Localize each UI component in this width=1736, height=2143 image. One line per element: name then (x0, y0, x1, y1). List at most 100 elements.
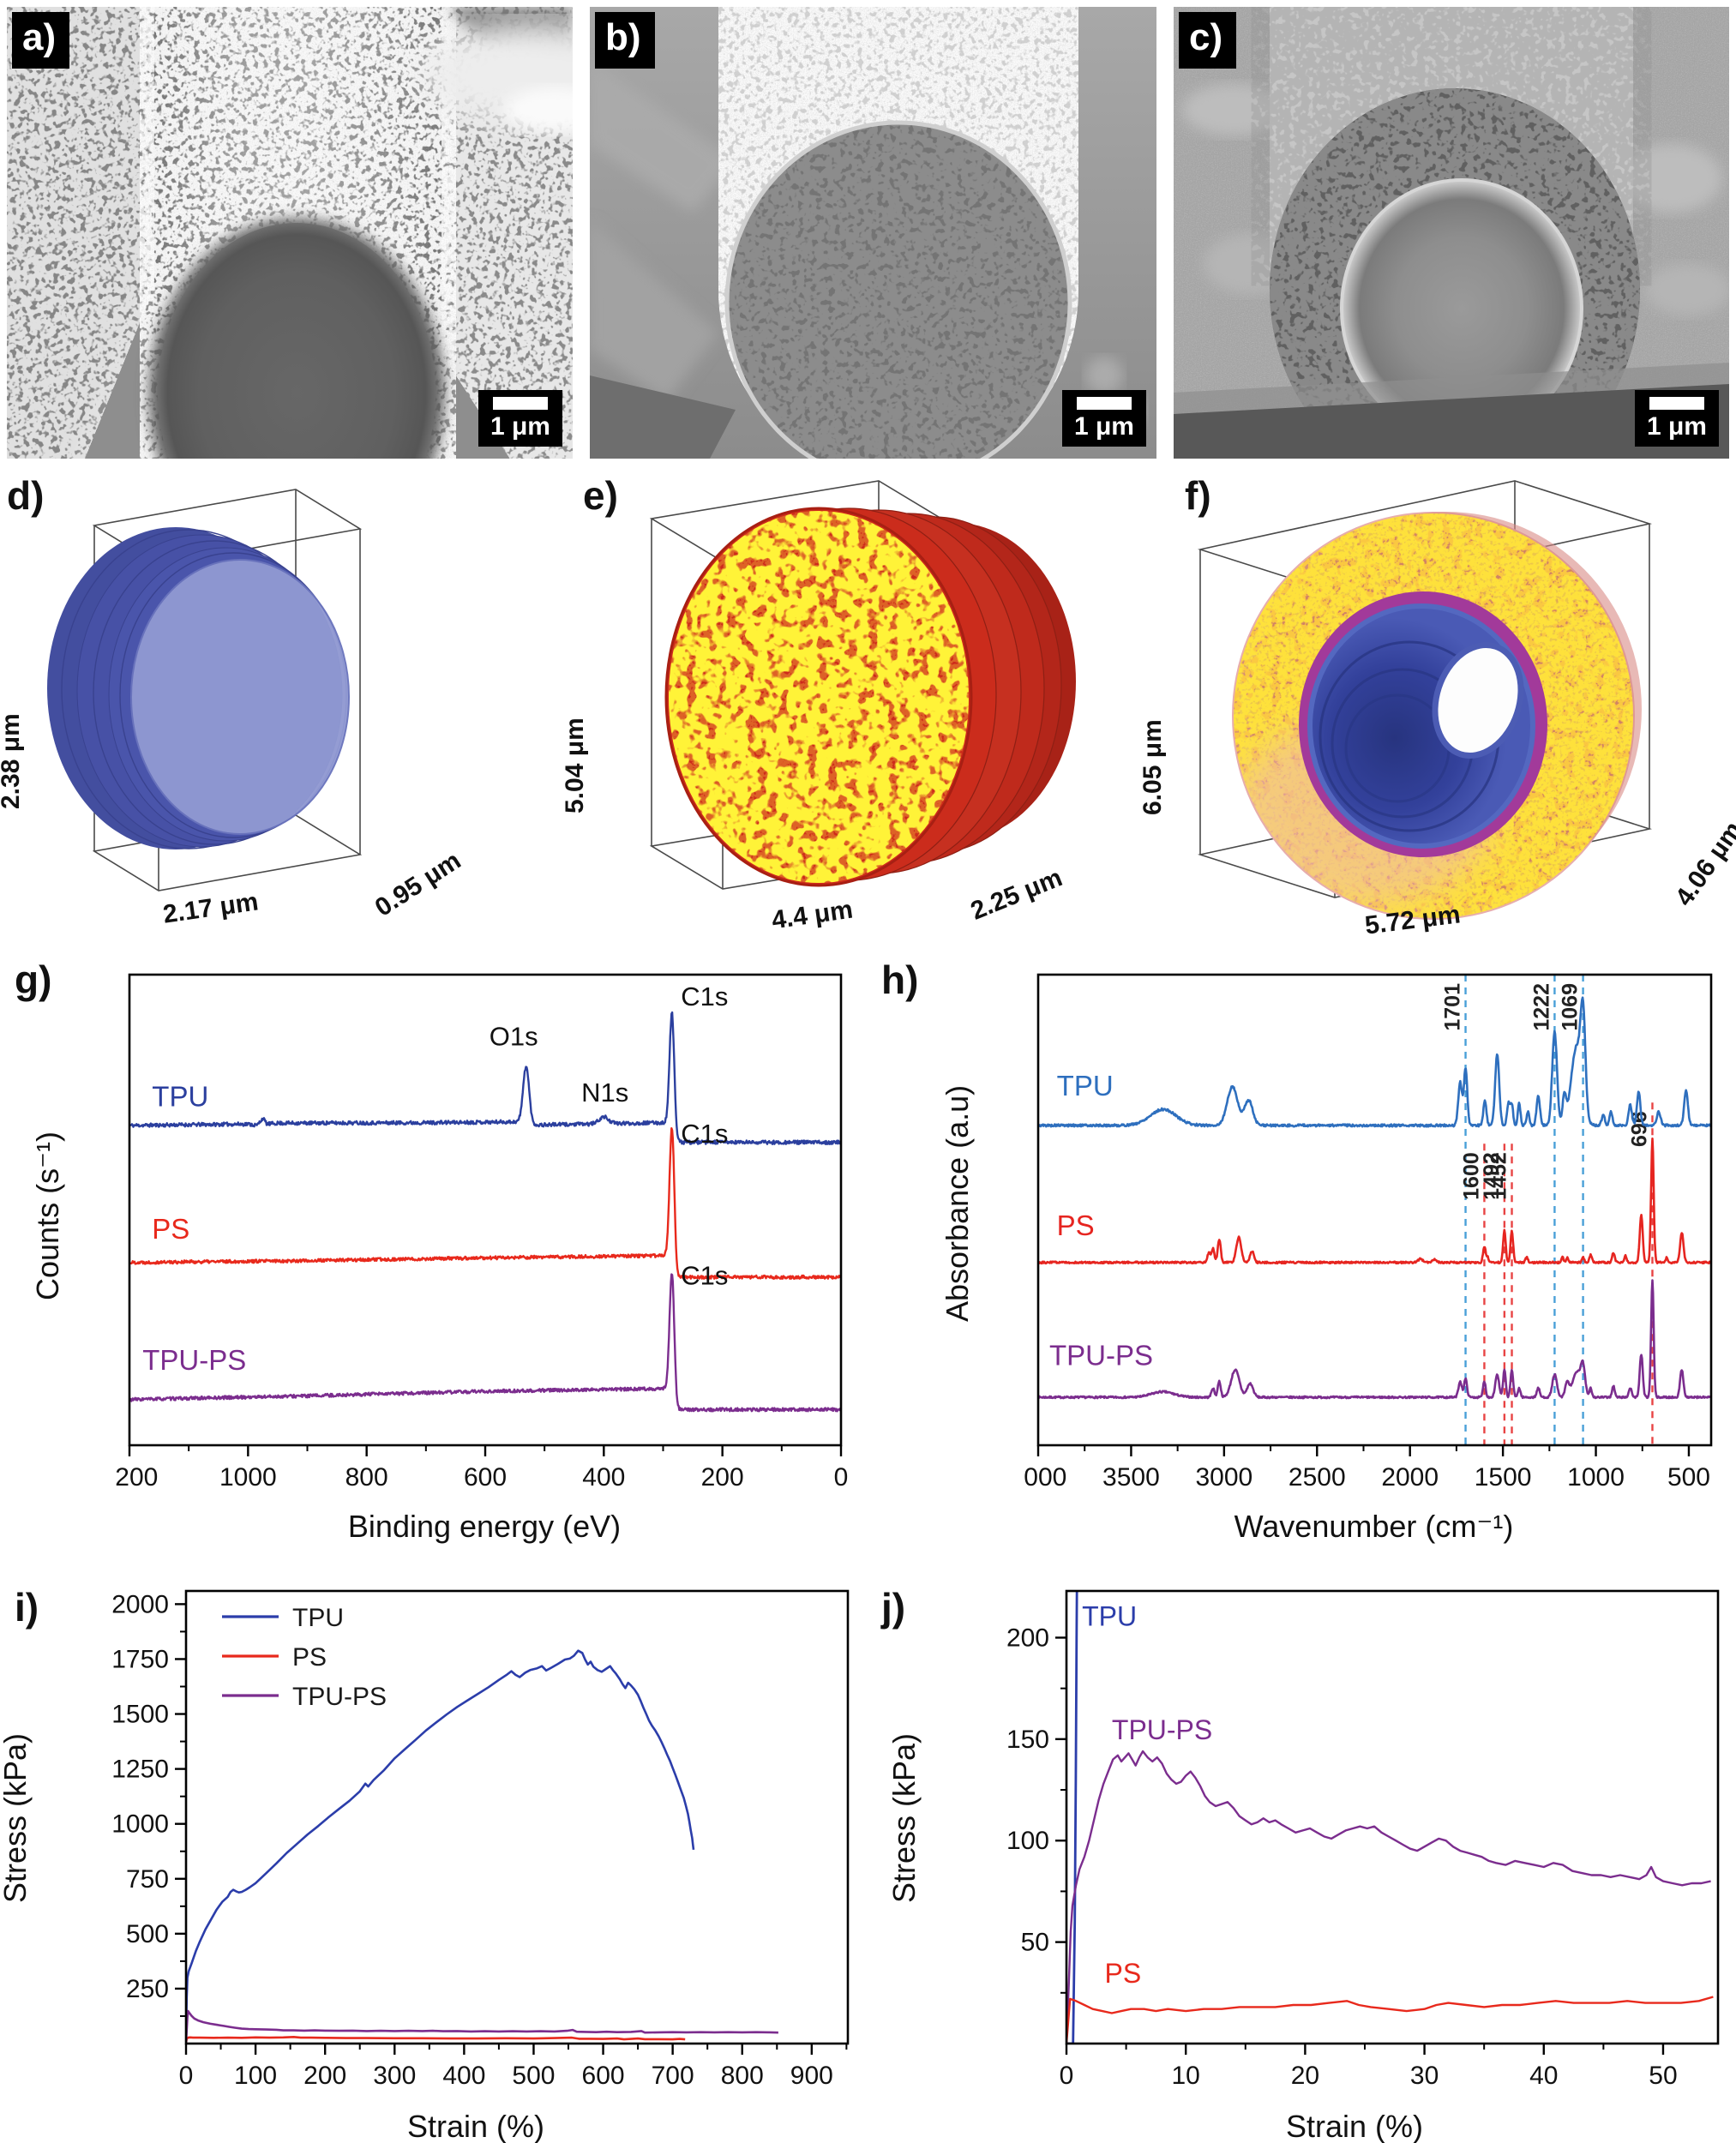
scale-bar-text: 1 μm (1646, 412, 1707, 441)
svg-text:900: 900 (790, 2062, 833, 2090)
svg-text:50: 50 (1649, 2062, 1677, 2090)
svg-text:3500: 3500 (1102, 1463, 1160, 1492)
panel-g-letter: g) (15, 957, 52, 1002)
svg-text:PS: PS (152, 1213, 189, 1245)
svg-text:2000: 2000 (111, 1590, 169, 1618)
svg-text:700: 700 (652, 2062, 694, 2090)
svg-text:1200: 1200 (116, 1463, 158, 1492)
panel-f-letter: f) (1185, 473, 1211, 518)
stress-strain-chart-full: 0 100 200 300 400 500 600 700 800 900 250 500 750 100… (111, 1589, 850, 2090)
sem-image-hollow-fiber-cross-section (1174, 7, 1729, 459)
svg-text:1222: 1222 (1529, 983, 1553, 1031)
scale-bar-b: 1 μm (1061, 390, 1146, 447)
ftir-y-axis-label: Absorbance (a.u) (940, 1084, 975, 1322)
panel-a-letter: a) (12, 12, 70, 69)
ftir-x-axis-label: Wavenumber (cm⁻¹) (1234, 1509, 1514, 1544)
panel-i: i) Stress (kPa) 0 100 200 300 400 500 600 700 80… (0, 1553, 866, 2143)
svg-text:500: 500 (1667, 1463, 1710, 1492)
svg-text:C1s: C1s (681, 981, 728, 1011)
stress-zoom-y-axis-label: Stress (kPa) (886, 1732, 922, 1903)
scale-bar-a: 1 μm (478, 390, 562, 447)
svg-text:1500: 1500 (111, 1701, 169, 1729)
svg-text:200: 200 (1006, 1624, 1049, 1652)
svg-text:1500: 1500 (1475, 1463, 1532, 1492)
svg-text:TPU-PS: TPU-PS (1049, 1340, 1153, 1372)
scale-bar-line (1649, 397, 1704, 410)
panel-e: e) 5.04 μm 4.4 μm 2.25 μm (561, 467, 1150, 947)
svg-text:250: 250 (126, 1975, 169, 2003)
svg-text:750: 750 (126, 1865, 169, 1894)
svg-text:TPU: TPU (292, 1604, 344, 1632)
svg-text:PS: PS (1057, 1210, 1095, 1241)
svg-text:0: 0 (1060, 2062, 1074, 2090)
stress-full-y-axis-label: Stress (kPa) (0, 1732, 33, 1903)
panel-h: h) Absorbance (a.u) 4000 3500 3000 2500 2000… (874, 951, 1732, 1552)
svg-text:1492: 1492 (1480, 1152, 1504, 1200)
panel-b: b) 1 μm (590, 7, 1156, 459)
svg-text:300: 300 (373, 2062, 416, 2090)
svg-text:40: 40 (1529, 2062, 1558, 2090)
svg-text:C1s: C1s (681, 1119, 728, 1149)
svg-text:2000: 2000 (1381, 1463, 1439, 1492)
svg-text:TPU: TPU (152, 1081, 208, 1113)
svg-text:TPU: TPU (1082, 1600, 1137, 1631)
dimension-height-f: 6.05 μm (1138, 719, 1167, 815)
svg-text:200: 200 (701, 1463, 744, 1492)
svg-text:500: 500 (126, 1920, 169, 1948)
scale-bar-text: 1 μm (490, 412, 550, 441)
svg-text:1750: 1750 (111, 1645, 169, 1673)
stress-zoom-x-axis-label: Strain (%) (1285, 2109, 1424, 2143)
scale-bar-line (492, 397, 548, 410)
scale-bar-line (1076, 397, 1132, 410)
panel-e-letter: e) (583, 473, 618, 518)
panel-i-letter: i) (15, 1585, 39, 1630)
svg-text:800: 800 (345, 1463, 388, 1492)
svg-text:30: 30 (1410, 2062, 1439, 2090)
svg-text:100: 100 (234, 2062, 277, 2090)
svg-text:1701: 1701 (1441, 983, 1465, 1031)
svg-text:PS: PS (1105, 1958, 1142, 1989)
xps-chart: 1200 1000 800 600 400 200 0 O1s N1s C1s C1s C1s TPU P… (116, 973, 849, 1492)
svg-text:2500: 2500 (1288, 1463, 1346, 1492)
svg-text:696: 696 (1627, 1111, 1651, 1147)
svg-text:20: 20 (1291, 2062, 1319, 2090)
svg-text:0: 0 (834, 1463, 849, 1492)
panel-h-letter: h) (881, 957, 919, 1002)
sem-image-porous-fibers (7, 7, 573, 459)
svg-text:1000: 1000 (219, 1463, 277, 1492)
dimension-height-d: 2.38 μm (0, 713, 25, 809)
svg-text:C1s: C1s (681, 1260, 728, 1290)
stress-strain-chart-zoom: 0 10 20 30 40 50 50 100 150 200 TPU TPU-PS PS (1006, 1589, 1720, 2090)
svg-text:1000: 1000 (111, 1810, 169, 1839)
svg-text:800: 800 (721, 2062, 764, 2090)
svg-text:150: 150 (1006, 1726, 1049, 1754)
svg-text:10: 10 (1172, 2062, 1200, 2090)
xps-x-axis-label: Binding energy (eV) (347, 1509, 622, 1544)
svg-text:TPU: TPU (1057, 1070, 1114, 1102)
panel-j-letter: j) (881, 1585, 906, 1630)
svg-text:50: 50 (1021, 1929, 1049, 1957)
svg-text:O1s: O1s (490, 1022, 538, 1052)
svg-text:400: 400 (442, 2062, 485, 2090)
svg-text:500: 500 (512, 2062, 555, 2090)
panel-j: j) Stress (kPa) 0 10 20 30 40 50 50 100 150 200 TP… (874, 1553, 1732, 2143)
render-3d-tpu-ps-coaxial-fiber (1197, 480, 1656, 930)
stress-full-x-axis-label: Strain (%) (406, 2109, 545, 2143)
svg-text:TPU-PS: TPU-PS (142, 1344, 246, 1376)
svg-text:TPU-PS: TPU-PS (292, 1683, 387, 1711)
panel-a: a) 1 μm (7, 7, 573, 459)
svg-text:TPU-PS: TPU-PS (1112, 1714, 1212, 1745)
svg-text:400: 400 (582, 1463, 625, 1492)
svg-text:PS: PS (292, 1643, 327, 1672)
panel-g: g) Counts (s⁻¹) 1200 1000 800 600 400 200 0 O1s… (13, 951, 866, 1552)
xps-y-axis-label: Counts (s⁻¹) (30, 1131, 65, 1300)
panel-c-letter: c) (1179, 12, 1237, 69)
svg-text:3000: 3000 (1195, 1463, 1252, 1492)
svg-text:200: 200 (303, 2062, 346, 2090)
svg-text:1000: 1000 (1567, 1463, 1625, 1492)
render-3d-tpu-fiber (47, 489, 363, 891)
panel-c: c) 1 μm (1174, 7, 1729, 459)
panel-d-letter: d) (7, 473, 45, 518)
sem-image-solid-fiber-cross-section (590, 7, 1156, 459)
scale-bar-text: 1 μm (1073, 412, 1134, 441)
